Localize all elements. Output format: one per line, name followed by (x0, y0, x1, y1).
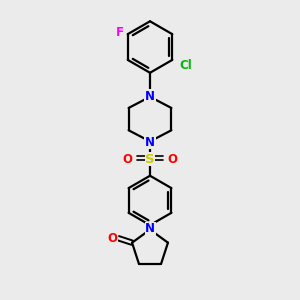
Text: F: F (116, 26, 124, 39)
Text: O: O (107, 232, 117, 245)
Text: N: N (145, 90, 155, 103)
Text: N: N (145, 222, 155, 236)
Text: N: N (145, 136, 155, 148)
Text: Cl: Cl (179, 58, 192, 72)
Text: O: O (167, 153, 177, 166)
Text: S: S (145, 153, 155, 166)
Text: O: O (123, 153, 133, 166)
